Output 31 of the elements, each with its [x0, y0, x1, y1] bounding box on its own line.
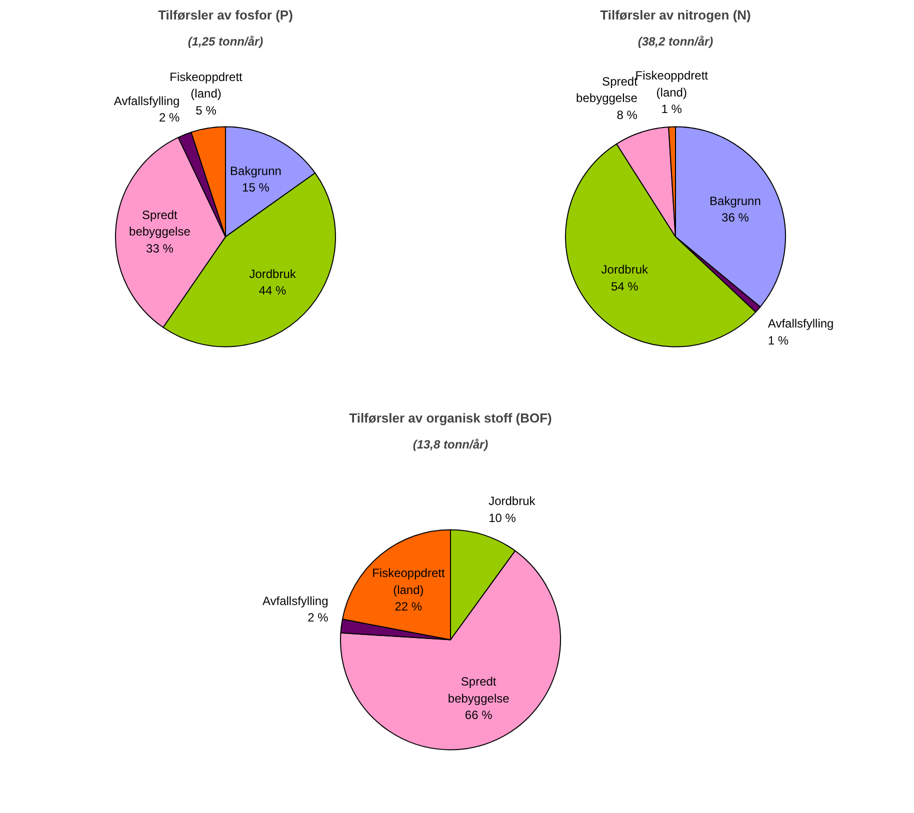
slice-label: Avfallsfylling [768, 316, 834, 331]
slice-label: Spredt bebyggelse [448, 674, 510, 706]
data-label: 33 % [146, 241, 174, 256]
data-label: 1 % [768, 333, 789, 348]
slice-label: Avfallsfylling [262, 594, 328, 608]
slice-label: Fiskeoppdrett (land) [372, 566, 446, 597]
slice-label: Avfallsfylling [114, 94, 180, 108]
data-label: 36 % [722, 210, 750, 225]
data-label: 2 % [308, 610, 329, 625]
slice-label: Bakgrunn [230, 164, 282, 178]
slice-label: Spredt bebyggelse [129, 208, 191, 239]
chart-subtitle: (13,8 tonn/år) [412, 438, 488, 452]
data-label: 2 % [159, 110, 180, 125]
slice-label: Jordbruk [601, 262, 649, 277]
data-label: 15 % [242, 180, 270, 195]
chart-title: Tilførsler av organisk stoff (BOF) [349, 410, 552, 426]
chart-title: Tilførsler av fosfor (P) [158, 8, 293, 22]
chart-subtitle: (38,2 tonn/år) [638, 34, 714, 48]
data-label: 10 % [488, 510, 516, 525]
data-label: 54 % [610, 279, 639, 294]
data-label: 22 % [394, 600, 422, 614]
data-label: 5 % [196, 104, 217, 118]
slice-label: Jordbruk [249, 266, 297, 281]
slice-label: Bakgrunn [710, 194, 761, 208]
data-label: 66 % [464, 708, 493, 722]
chart-subtitle: (1,25 tonn/år) [188, 34, 264, 48]
data-label: 1 % [661, 102, 682, 116]
slice-label: Jordbruk [488, 494, 536, 508]
chart-title: Tilførsler av nitrogen (N) [600, 8, 751, 22]
data-label: 8 % [616, 108, 638, 122]
data-label: 44 % [258, 284, 287, 298]
